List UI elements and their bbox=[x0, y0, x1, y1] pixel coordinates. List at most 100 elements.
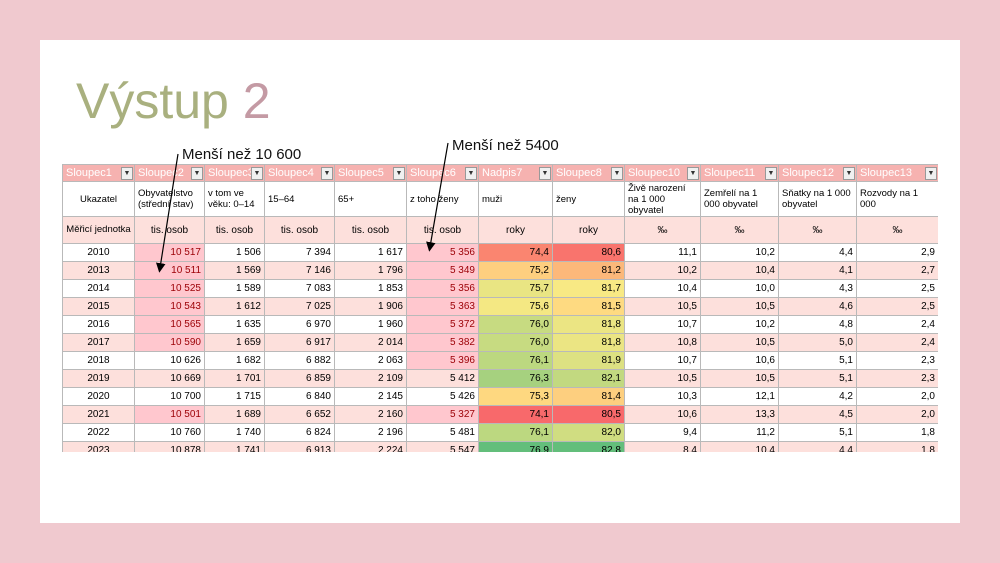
value-cell: 1 659 bbox=[204, 333, 265, 352]
unit-cell: tis. osob bbox=[406, 216, 479, 244]
unit-cell: roky bbox=[478, 216, 553, 244]
filter-dropdown-icon[interactable]: ▼ bbox=[121, 167, 133, 180]
value-cell: 4,8 bbox=[778, 315, 857, 334]
value-cell: 2 196 bbox=[334, 423, 407, 442]
filter-dropdown-icon[interactable]: ▼ bbox=[765, 167, 777, 180]
value-cell: 2,3 bbox=[856, 369, 938, 388]
value-cell: 7 025 bbox=[264, 297, 335, 316]
filter-header-11[interactable]: Sloupec12 ▼ bbox=[778, 164, 857, 182]
filter-header-8[interactable]: Sloupec8 ▼ bbox=[552, 164, 625, 182]
value-cell: 2 224 bbox=[334, 441, 407, 452]
table-row: 2014 10 525 1 589 7 083 1 853 5 356 75,7 81,7 10… bbox=[62, 279, 938, 298]
value-cell: 5,1 bbox=[778, 369, 857, 388]
value-cell: 8,4 bbox=[624, 441, 701, 452]
value-cell: 1 715 bbox=[204, 387, 265, 406]
value-cell: 10 543 bbox=[134, 297, 205, 316]
filter-header-1[interactable]: Sloupec1 ▼ bbox=[62, 164, 135, 182]
value-cell: 10 511 bbox=[134, 261, 205, 280]
filter-header-5[interactable]: Sloupec5 ▼ bbox=[334, 164, 407, 182]
filter-dropdown-icon[interactable]: ▼ bbox=[611, 167, 623, 180]
value-cell: 2,0 bbox=[856, 387, 938, 406]
value-cell: 10,5 bbox=[700, 369, 779, 388]
filter-header-4[interactable]: Sloupec4 ▼ bbox=[264, 164, 335, 182]
unit-cell: Měřicí jednotka bbox=[62, 216, 135, 244]
indicator-row: Ukazatel Obyvatelstvo (střední stav) v tom… bbox=[62, 181, 938, 217]
annotation-population: Menší než 10 600 bbox=[182, 146, 302, 163]
value-cell: 10,5 bbox=[624, 369, 701, 388]
filter-header-label: Sloupec2 bbox=[138, 167, 184, 179]
value-cell: 10,6 bbox=[624, 405, 701, 424]
filter-dropdown-icon[interactable]: ▼ bbox=[843, 167, 855, 180]
table-row: 2013 10 511 1 569 7 146 1 796 5 349 75,2 81,2 10… bbox=[62, 261, 938, 280]
value-cell: 1 906 bbox=[334, 297, 407, 316]
value-cell: 74,1 bbox=[478, 405, 553, 424]
value-cell: 81,9 bbox=[552, 351, 625, 370]
filter-dropdown-icon[interactable]: ▼ bbox=[465, 167, 477, 180]
value-cell: 2 160 bbox=[334, 405, 407, 424]
value-cell: 1 635 bbox=[204, 315, 265, 334]
value-cell: 10,8 bbox=[624, 333, 701, 352]
filter-header-label: Sloupec3 bbox=[208, 167, 254, 179]
filter-dropdown-icon[interactable]: ▼ bbox=[191, 167, 203, 180]
value-cell: 10,2 bbox=[700, 243, 779, 262]
filter-dropdown-icon[interactable]: ▼ bbox=[321, 167, 333, 180]
value-cell: 10 501 bbox=[134, 405, 205, 424]
value-cell: 1 612 bbox=[204, 297, 265, 316]
value-cell: 10,2 bbox=[700, 315, 779, 334]
filter-header-12[interactable]: Sloupec13 ▼ bbox=[856, 164, 938, 182]
filter-dropdown-icon[interactable]: ▼ bbox=[251, 167, 263, 180]
filter-header-label: Sloupec13 bbox=[860, 167, 912, 179]
filter-dropdown-icon[interactable]: ▼ bbox=[539, 167, 551, 180]
value-cell: 10,0 bbox=[700, 279, 779, 298]
value-cell: 2 145 bbox=[334, 387, 407, 406]
filter-header-label: Sloupec8 bbox=[556, 167, 602, 179]
value-cell: 2,0 bbox=[856, 405, 938, 424]
value-cell: 6 840 bbox=[264, 387, 335, 406]
value-cell: 5 349 bbox=[406, 261, 479, 280]
value-cell: 1 569 bbox=[204, 261, 265, 280]
value-cell: 10 760 bbox=[134, 423, 205, 442]
value-cell: 1,8 bbox=[856, 423, 938, 442]
filter-header-9[interactable]: Sloupec10 ▼ bbox=[624, 164, 701, 182]
value-cell: 74,4 bbox=[478, 243, 553, 262]
value-cell: 2,9 bbox=[856, 243, 938, 262]
value-cell: 4,5 bbox=[778, 405, 857, 424]
indicator-cell: Zemřelí na 1 000 obyvatel bbox=[700, 181, 779, 217]
value-cell: 12,1 bbox=[700, 387, 779, 406]
value-cell: 5 481 bbox=[406, 423, 479, 442]
filter-header-6[interactable]: Sloupec6 ▼ bbox=[406, 164, 479, 182]
value-cell: 10,3 bbox=[624, 387, 701, 406]
filter-dropdown-icon[interactable]: ▼ bbox=[925, 167, 937, 180]
filter-header-10[interactable]: Sloupec11 ▼ bbox=[700, 164, 779, 182]
filter-header-2[interactable]: Sloupec2 ▼ bbox=[134, 164, 205, 182]
value-cell: 5 363 bbox=[406, 297, 479, 316]
slide-title: Výstup 2 bbox=[76, 76, 271, 126]
value-cell: 75,6 bbox=[478, 297, 553, 316]
value-cell: 5 547 bbox=[406, 441, 479, 452]
filter-dropdown-icon[interactable]: ▼ bbox=[687, 167, 699, 180]
table-row: 2020 10 700 1 715 6 840 2 145 5 426 75,3 81,4 10… bbox=[62, 387, 938, 406]
year-cell: 2013 bbox=[62, 261, 135, 280]
indicator-cell: 65+ bbox=[334, 181, 407, 217]
value-cell: 6 917 bbox=[264, 333, 335, 352]
value-cell: 1 701 bbox=[204, 369, 265, 388]
data-table-container: Sloupec1 ▼ Sloupec2 ▼ Sloupec3 ▼ Sloupec4 ▼ Slou… bbox=[62, 164, 938, 452]
value-cell: 76,9 bbox=[478, 441, 553, 452]
value-cell: 5 372 bbox=[406, 315, 479, 334]
value-cell: 80,6 bbox=[552, 243, 625, 262]
indicator-cell: Obyvatelstvo (střední stav) bbox=[134, 181, 205, 217]
value-cell: 2,3 bbox=[856, 351, 938, 370]
value-cell: 75,7 bbox=[478, 279, 553, 298]
table-row: 2023 10 878 1 741 6 913 2 224 5 547 76,9 82,8 8,… bbox=[62, 441, 938, 452]
filter-header-label: Sloupec6 bbox=[410, 167, 456, 179]
unit-cell: ‰ bbox=[778, 216, 857, 244]
value-cell: 5 356 bbox=[406, 279, 479, 298]
filter-header-label: Sloupec11 bbox=[704, 167, 756, 179]
filter-header-3[interactable]: Sloupec3 ▼ bbox=[204, 164, 265, 182]
filter-header-7[interactable]: Nadpis7 ▼ bbox=[478, 164, 553, 182]
filter-dropdown-icon[interactable]: ▼ bbox=[393, 167, 405, 180]
value-cell: 2 109 bbox=[334, 369, 407, 388]
value-cell: 10,4 bbox=[624, 279, 701, 298]
value-cell: 81,2 bbox=[552, 261, 625, 280]
year-cell: 2018 bbox=[62, 351, 135, 370]
